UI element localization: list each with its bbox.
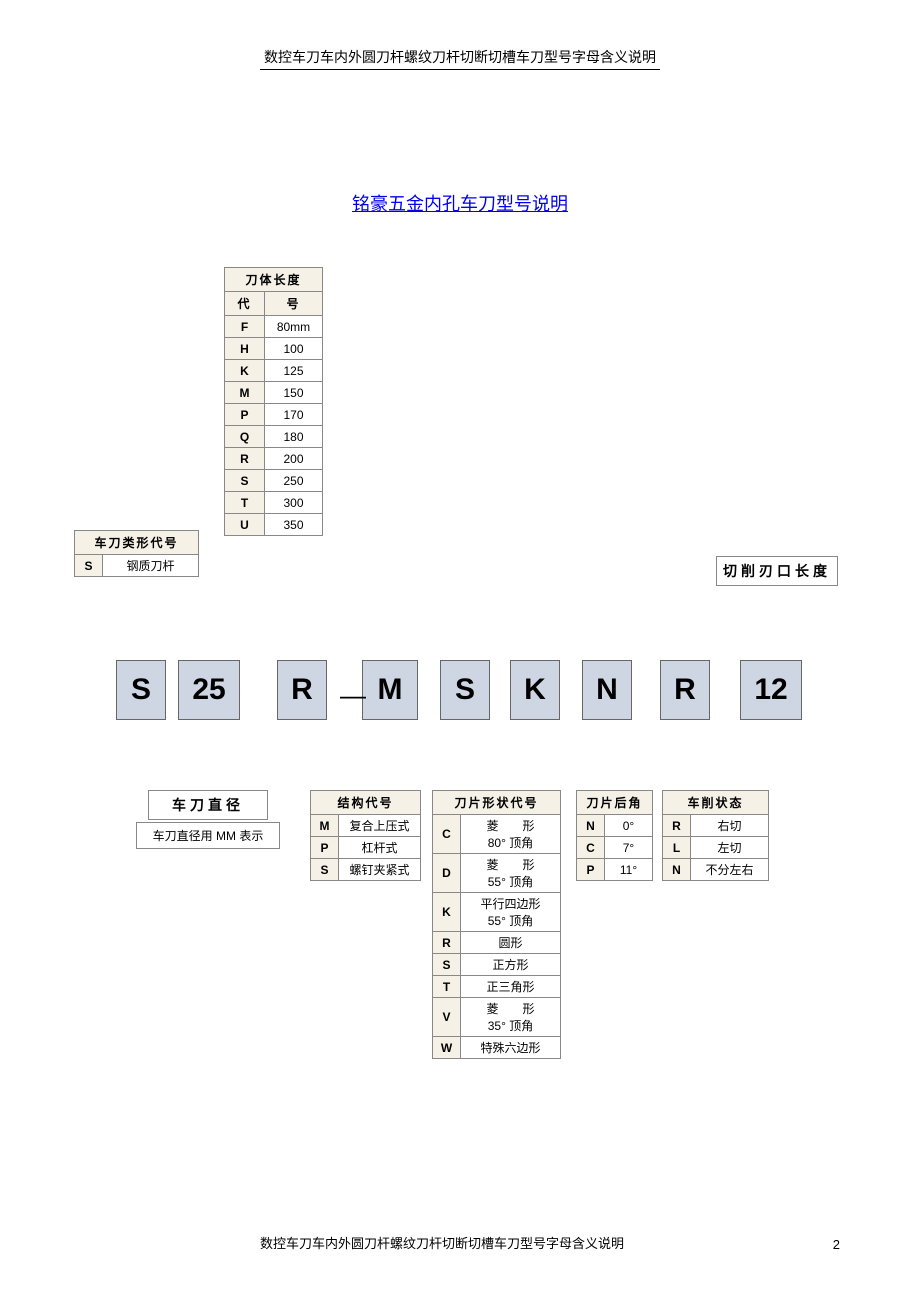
body-length-table: 刀体长度代号F80mmH100K125M150P170Q180R200S250T… [224, 267, 323, 536]
code-box-3: M [362, 660, 418, 720]
cutting-state-table: 车削状态R右切L左切N不分左右 [662, 790, 769, 881]
page-title: 铭豪五金内孔车刀型号说明 [0, 190, 920, 216]
code-box-7: R [660, 660, 710, 720]
dash-separator: — [340, 680, 366, 711]
code-box-6: N [582, 660, 632, 720]
tool-type-table: 车刀类形代号S钢质刀杆 [74, 530, 199, 577]
structure-table: 结构代号M复合上压式P杠杆式S螺钉夹紧式 [310, 790, 421, 881]
tool-diameter-header: 车刀直径 [148, 790, 268, 820]
code-box-4: S [440, 660, 490, 720]
page-header: 数控车刀车内外圆刀杆螺纹刀杆切断切槽车刀型号字母含义说明 [0, 47, 920, 67]
cutting-edge-length-header: 切削刃口长度 [716, 556, 838, 586]
title-link[interactable]: 铭豪五金内孔车刀型号说明 [352, 194, 568, 214]
insert-shape-table: 刀片形状代号C菱 形80° 顶角D菱 形55° 顶角K平行四边形55° 顶角R圆… [432, 790, 561, 1059]
code-box-1: 25 [178, 660, 240, 720]
clearance-angle-table: 刀片后角N0°C7°P11° [576, 790, 653, 881]
code-box-2: R [277, 660, 327, 720]
tool-diameter-note: 车刀直径用 MM 表示 [136, 822, 280, 849]
page-number: 2 [833, 1237, 840, 1252]
code-box-8: 12 [740, 660, 802, 720]
code-box-5: K [510, 660, 560, 720]
code-box-0: S [116, 660, 166, 720]
header-underline [260, 69, 660, 70]
page-footer: 数控车刀车内外圆刀杆螺纹刀杆切断切槽车刀型号字母含义说明 [260, 1233, 624, 1252]
